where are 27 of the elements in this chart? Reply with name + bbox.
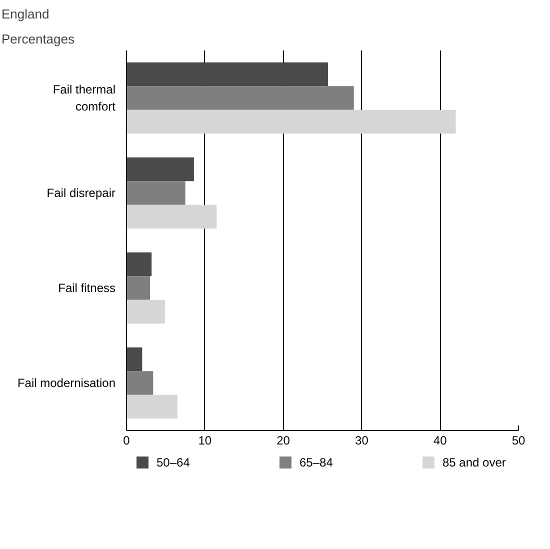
bar xyxy=(126,157,194,182)
x-tick-label: 30 xyxy=(355,434,369,448)
x-tick-label: 10 xyxy=(198,434,212,448)
legend-label: 50–64 xyxy=(156,456,190,470)
y-tick-label: Fail thermal comfort xyxy=(52,82,116,114)
x-tick-label: 40 xyxy=(433,434,448,448)
bar xyxy=(126,86,354,110)
x-tick-label: 20 xyxy=(276,434,290,448)
bar xyxy=(126,300,165,324)
x-tick-label: 50 xyxy=(512,434,526,448)
legend-label: 65–84 xyxy=(300,456,334,470)
y-tick-label: Fail disrepair xyxy=(46,186,116,200)
bar xyxy=(126,371,154,395)
bar xyxy=(126,276,150,300)
chart-subtitle: Percentages xyxy=(2,32,75,46)
bar xyxy=(126,62,328,86)
bar xyxy=(126,204,217,229)
y-tick-label: Fail fitness xyxy=(58,281,116,295)
chart-title: England xyxy=(2,6,50,22)
bar xyxy=(126,252,152,276)
x-tick-label: 0 xyxy=(123,434,130,448)
bar xyxy=(126,394,178,419)
bar xyxy=(126,110,456,134)
bar xyxy=(126,181,186,205)
y-tick-label: Fail modernisation xyxy=(17,376,116,390)
bar xyxy=(126,347,142,372)
legend-label: 85 and over xyxy=(442,456,506,470)
